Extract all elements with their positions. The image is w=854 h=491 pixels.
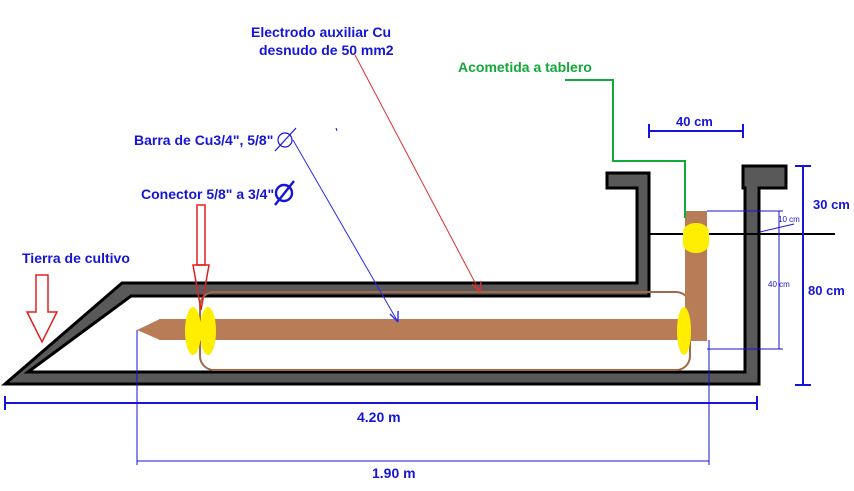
rod-body bbox=[159, 319, 707, 340]
connector-top bbox=[683, 223, 709, 253]
dim-inner-small: 10 cm bbox=[778, 215, 800, 224]
copper-rod bbox=[137, 319, 707, 340]
connector-right bbox=[677, 307, 691, 355]
soil-arrow-icon bbox=[25, 274, 59, 344]
dim-inner-vertical: 40 cm bbox=[768, 280, 790, 289]
acometida-label: Acometida a tablero bbox=[458, 59, 592, 75]
electrode-leader-arrow bbox=[471, 280, 482, 293]
trench-wall bbox=[0, 164, 788, 386]
dimension-lines bbox=[4, 124, 811, 465]
electrode-label-2: desnudo de 50 mm2 bbox=[259, 42, 394, 58]
tierra-label: Tierra de cultivo bbox=[22, 250, 130, 266]
diameter-icon-barra bbox=[274, 127, 297, 152]
diameter-icon-conector bbox=[274, 180, 295, 206]
tick-mark bbox=[335, 127, 338, 132]
barra-label: Barra de Cu3/4", 5/8" bbox=[134, 132, 273, 148]
barra-leader-arrow bbox=[389, 311, 399, 323]
dim-right-top: 30 cm bbox=[813, 197, 850, 212]
electrode-label-1: Electrodo auxiliar Cu bbox=[251, 24, 391, 40]
dim-right-bottom: 80 cm bbox=[808, 283, 845, 298]
barra-leader bbox=[292, 139, 399, 323]
connector-left bbox=[185, 307, 216, 355]
rod-tip bbox=[137, 319, 160, 340]
trench bbox=[0, 164, 788, 386]
acometida-wire bbox=[565, 79, 686, 218]
connector-arrow bbox=[192, 204, 210, 311]
dim-top-width: 40 cm bbox=[676, 114, 713, 129]
electrode-leader bbox=[354, 54, 481, 293]
dim-total-length: 4.20 m bbox=[357, 409, 401, 425]
dim-rod-length: 1.90 m bbox=[372, 465, 416, 481]
conector-label: Conector 5/8" a 3/4" bbox=[141, 186, 274, 202]
